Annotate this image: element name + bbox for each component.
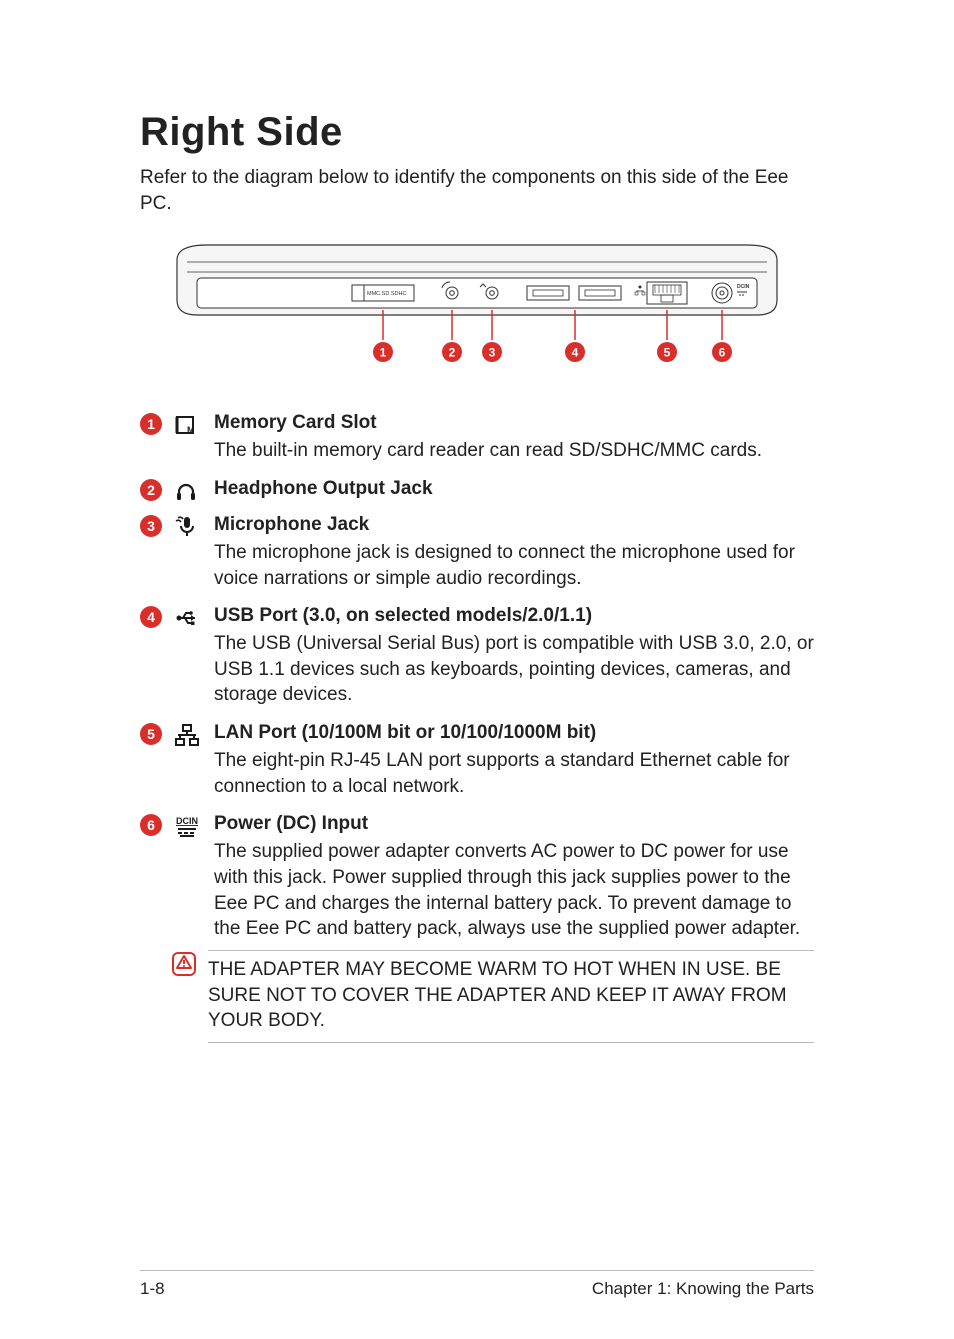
component-heading: Headphone Output Jack <box>214 478 814 500</box>
component-item: 2 Headphone Output Jack <box>140 478 814 504</box>
callout-number: 1 <box>140 413 162 435</box>
warning-icon <box>140 950 202 978</box>
component-body: The microphone jack is designed to conne… <box>214 540 814 591</box>
component-text: Microphone Jack The microphone jack is de… <box>214 514 814 595</box>
page-number: 1-8 <box>140 1279 165 1299</box>
svg-text:6: 6 <box>719 346 726 360</box>
component-text: USB Port (3.0, on selected models/2.0/1.… <box>214 605 814 712</box>
component-text: Memory Card Slot The built-in memory card… <box>214 412 814 468</box>
components-list: 1 M Memory Card Slot The built-in memory ca… <box>140 412 814 946</box>
svg-text:3: 3 <box>489 346 496 360</box>
component-heading: USB Port (3.0, on selected models/2.0/1.… <box>214 605 814 627</box>
dcin-icon: DCIN <box>174 813 208 838</box>
svg-text:2: 2 <box>449 346 456 360</box>
callout-number: 5 <box>140 723 162 745</box>
component-item: 4 USB Port (3.0, on selected models/2.0/1… <box>140 605 814 712</box>
callout-number: 2 <box>140 479 162 501</box>
svg-text:DCIN: DCIN <box>176 816 198 826</box>
page-footer: 1-8 Chapter 1: Knowing the Parts <box>140 1270 814 1299</box>
component-heading: Power (DC) Input <box>214 813 814 835</box>
chapter-label: Chapter 1: Knowing the Parts <box>592 1279 814 1299</box>
component-text: LAN Port (10/100M bit or 10/100/1000M bi… <box>214 722 814 803</box>
component-heading: Memory Card Slot <box>214 412 814 434</box>
component-text: Power (DC) Input The supplied power adapt… <box>214 813 814 946</box>
component-item: 6 DCIN Power (DC) Input The supplied power … <box>140 813 814 946</box>
page-title: Right Side <box>140 110 814 155</box>
usb-icon <box>174 605 208 630</box>
warning-note: THE ADAPTER MAY BECOME WARM TO HOT WHEN … <box>140 950 814 1043</box>
lan-icon <box>174 722 208 747</box>
component-body: The built-in memory card reader can read… <box>214 438 814 464</box>
svg-text:MMC.SD.SDHC: MMC.SD.SDHC <box>367 291 406 297</box>
component-item: 1 M Memory Card Slot The built-in memory ca… <box>140 412 814 468</box>
component-heading: LAN Port (10/100M bit or 10/100/1000M bi… <box>214 722 814 744</box>
svg-text:4: 4 <box>572 346 579 360</box>
intro-text: Refer to the diagram below to identify t… <box>140 165 814 216</box>
svg-text:M: M <box>187 425 195 435</box>
headphone-icon <box>174 478 208 503</box>
component-heading: Microphone Jack <box>214 514 814 536</box>
page: Right Side Refer to the diagram below to… <box>0 0 954 1339</box>
component-body: The eight-pin RJ-45 LAN port supports a … <box>214 748 814 799</box>
microphone-icon <box>174 514 208 539</box>
svg-text:1: 1 <box>380 346 387 360</box>
right-side-diagram: MMC.SD.SDHC DCIN 1 2 3 4 5 6 <box>140 230 814 390</box>
component-item: 5 LAN Port (10/100M bit or 10/100/1000M b… <box>140 722 814 803</box>
component-item: 3 Microphone Jack The microphone jack is d… <box>140 514 814 595</box>
warning-text: THE ADAPTER MAY BECOME WARM TO HOT WHEN … <box>208 950 814 1043</box>
callout-number: 6 <box>140 814 162 836</box>
svg-text:5: 5 <box>664 346 671 360</box>
component-body: The supplied power adapter converts AC p… <box>214 839 814 942</box>
svg-text:DCIN: DCIN <box>737 284 750 290</box>
callout-number: 4 <box>140 606 162 628</box>
card-slot-icon: M <box>174 412 208 437</box>
component-text: Headphone Output Jack <box>214 478 814 504</box>
callout-number: 3 <box>140 515 162 537</box>
component-body: The USB (Universal Serial Bus) port is c… <box>214 631 814 708</box>
